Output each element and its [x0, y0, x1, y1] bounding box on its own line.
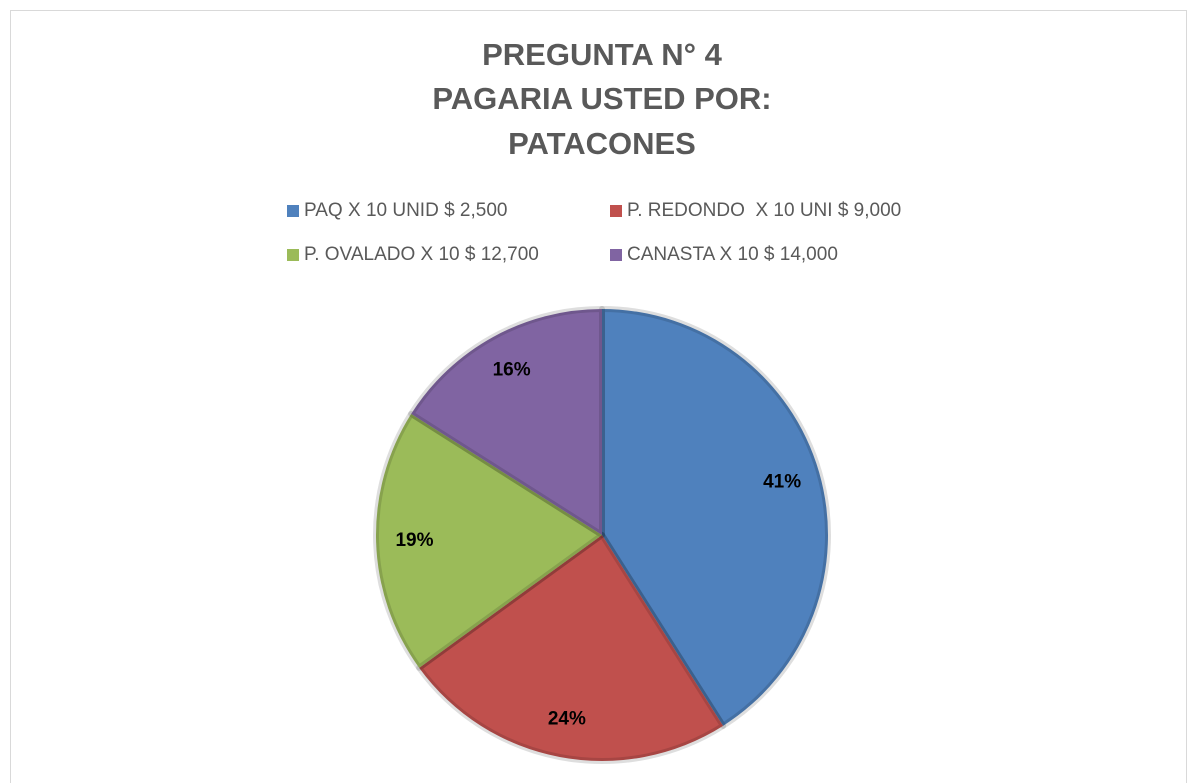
legend-label: CANASTA X 10 $ 14,000: [627, 244, 838, 265]
chart-title: PREGUNTA N° 4: [482, 37, 723, 72]
legend-swatch: [610, 205, 622, 217]
data-label: 24%: [548, 708, 586, 729]
legend-swatch: [610, 249, 622, 261]
data-label: 41%: [763, 472, 801, 493]
data-label: 19%: [395, 530, 433, 551]
chart-title: PATACONES: [508, 126, 696, 161]
legend-label: P. OVALADO X 10 $ 12,700: [304, 244, 539, 265]
legend-swatch: [287, 249, 299, 261]
chart-title: PAGARIA USTED POR:: [432, 81, 771, 116]
pie-slice: [416, 532, 727, 764]
pie-slice: [408, 306, 605, 538]
pie-slice: [599, 306, 831, 729]
data-label: 16%: [493, 360, 531, 381]
legend-label: P. REDONDO X 10 UNI $ 9,000: [627, 200, 901, 221]
legend-label: PAQ X 10 UNID $ 2,500: [304, 200, 507, 221]
pie-slice: [373, 410, 605, 671]
legend-swatch: [287, 205, 299, 217]
